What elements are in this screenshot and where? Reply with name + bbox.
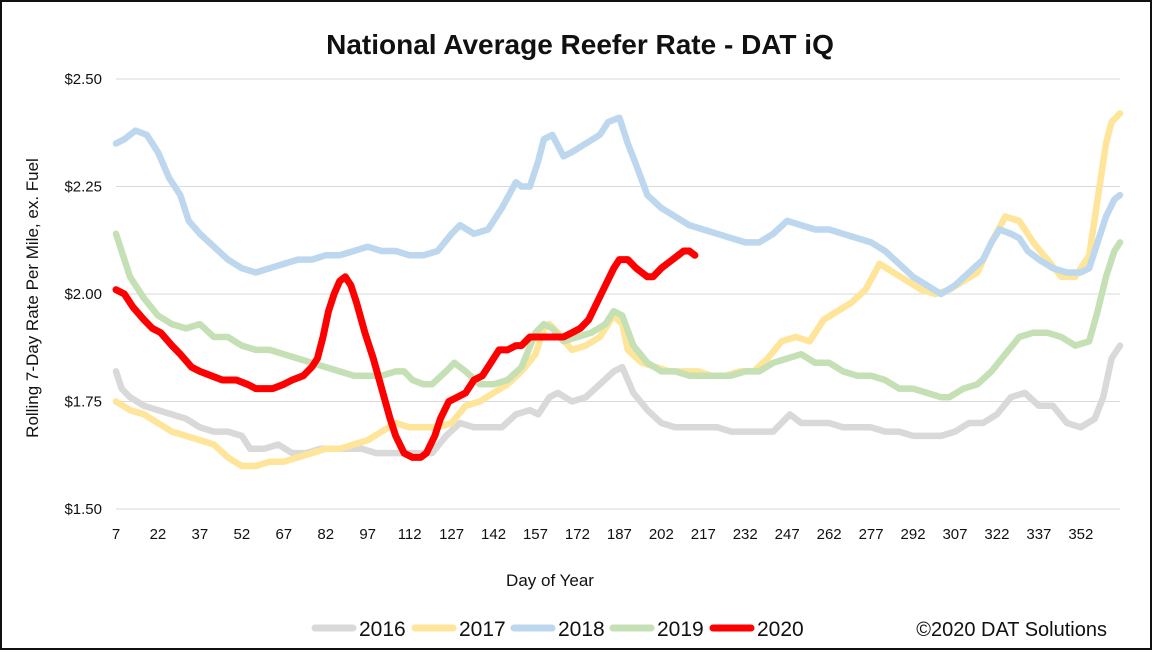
y-tick-label: $2.50 <box>64 71 102 88</box>
x-tick-label: 142 <box>481 526 506 543</box>
legend-label-2016: 2016 <box>359 618 406 641</box>
x-tick-label: 277 <box>859 526 884 543</box>
x-tick-label: 262 <box>817 526 842 543</box>
y-tick-label: $2.00 <box>64 286 102 303</box>
series-line-2019 <box>112 230 1124 401</box>
x-tick-label: 52 <box>234 526 251 543</box>
x-tick-label: 187 <box>607 526 632 543</box>
x-tick-label: 97 <box>359 526 376 543</box>
gridlines <box>116 78 1120 510</box>
x-tick-label: 7 <box>112 526 120 543</box>
series-line-2020 <box>112 247 699 461</box>
x-tick-label: 202 <box>649 526 674 543</box>
x-tick-label: 352 <box>1068 526 1093 543</box>
x-tick-label: 157 <box>523 526 548 543</box>
x-tick-label: 217 <box>691 526 716 543</box>
x-tick-label: 172 <box>565 526 590 543</box>
y-axis-ticks: $1.50 $1.75 $2.00 $2.25 $2.50 <box>64 71 102 518</box>
x-tick-label: 127 <box>439 526 464 543</box>
legend: 2016 2017 2018 2019 2020 <box>311 618 804 641</box>
series-line-2016 <box>112 342 1124 457</box>
x-tick-label: 37 <box>192 526 209 543</box>
x-tick-label: 112 <box>398 526 422 543</box>
x-tick-label: 292 <box>901 526 926 543</box>
x-tick-label: 247 <box>775 526 800 543</box>
legend-label-2020: 2020 <box>757 618 804 641</box>
series-line-2018 <box>112 114 1124 298</box>
x-tick-label: 67 <box>275 526 292 543</box>
y-tick-label: $2.25 <box>64 179 102 196</box>
chart-title: National Average Reefer Rate - DAT iQ <box>326 29 834 60</box>
series-line-2017 <box>112 110 1124 470</box>
copyright-credit: ©2020 DAT Solutions <box>916 619 1107 641</box>
series-lines <box>112 110 1124 470</box>
legend-label-2018: 2018 <box>558 618 605 641</box>
y-tick-label: $1.75 <box>64 394 102 411</box>
legend-label-2017: 2017 <box>459 618 506 641</box>
x-tick-label: 82 <box>317 526 334 543</box>
x-axis-ticks: 7 22 37 52 67 82 97 112 127 142 157 172 187 202 217 232… <box>112 526 1094 543</box>
x-tick-label: 232 <box>733 526 758 543</box>
x-axis-label: Day of Year <box>506 571 594 590</box>
x-tick-label: 337 <box>1026 526 1051 543</box>
x-tick-label: 322 <box>984 526 1009 543</box>
x-tick-label: 307 <box>942 526 967 543</box>
y-axis-label: Rolling 7-Day Rate Per Mile, ex. Fuel <box>23 158 42 438</box>
y-tick-label: $1.50 <box>64 501 102 518</box>
x-tick-label: 22 <box>150 526 167 543</box>
legend-label-2019: 2019 <box>657 618 704 641</box>
